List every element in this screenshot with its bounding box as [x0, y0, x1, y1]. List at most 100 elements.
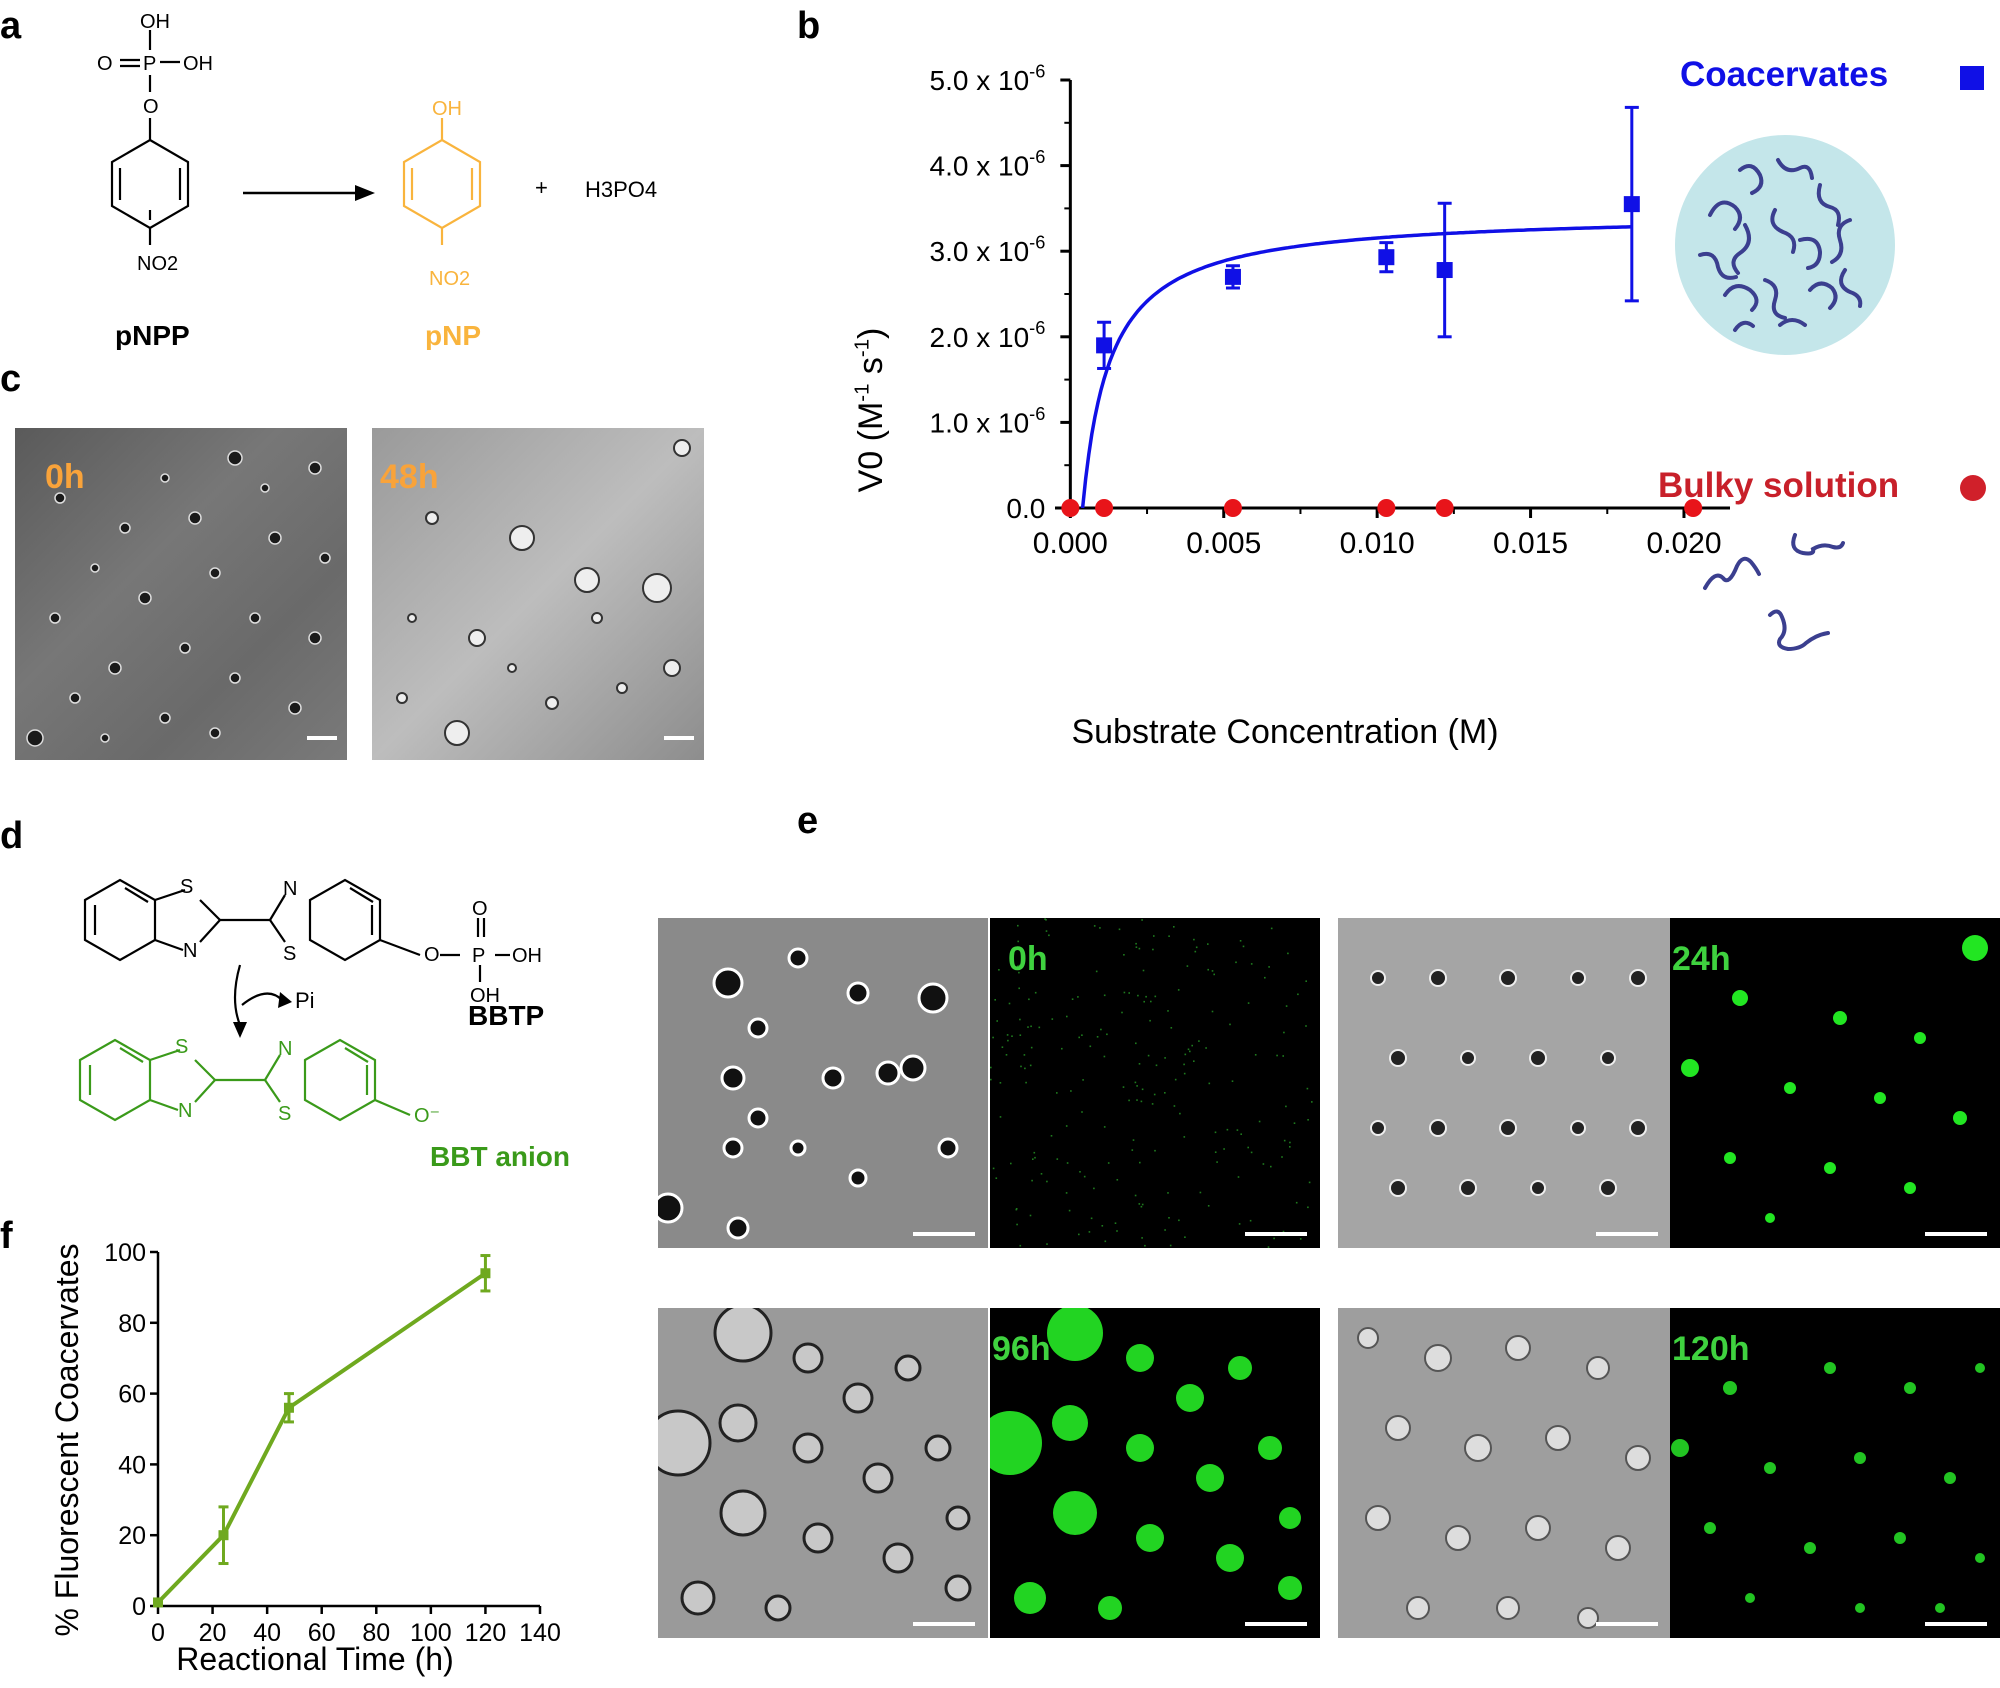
panel-e-fluorescence-24h: 24h: [1670, 918, 2000, 1248]
scale-bar: [307, 736, 337, 740]
x-tick-label: 40: [253, 1619, 281, 1647]
fluorescence-noise: [990, 918, 1313, 1248]
scale-bar: [664, 736, 694, 740]
pnpp-oh-top: OH: [140, 11, 170, 33]
e-time-label-24h: 24h: [1672, 940, 1731, 978]
panel-label-c: c: [0, 358, 22, 400]
panel-f-line-chart: 0 20 40 60 80 100 120 140 0 20 40 60 80 100 Reactiona…: [49, 1239, 560, 1677]
pi-label: Pi: [295, 988, 315, 1013]
scale-bar: [913, 1622, 975, 1626]
svg-text:OH: OH: [512, 945, 542, 967]
plus-sign: +: [535, 175, 548, 200]
chart-b-xlabel: Substrate Concentration (M): [1071, 713, 1498, 751]
x-tick-label: 100: [410, 1619, 452, 1647]
data-point: [480, 1268, 491, 1279]
fit-curve: [1080, 225, 1632, 509]
bulky-point: [1684, 499, 1703, 517]
bulky-point: [1095, 499, 1114, 517]
scale-bar: [1245, 1232, 1307, 1236]
y-tick-label: 80: [118, 1310, 146, 1338]
e-time-label-0h: 0h: [1008, 940, 1048, 978]
coacervate-point: [1378, 249, 1395, 266]
panel-a-reaction-scheme: OH O P OH O NO2 pNPP OH NO2 pNP + H3PO4: [97, 11, 657, 350]
svg-text:S: S: [283, 943, 296, 965]
svg-text:O⁻: O⁻: [414, 1105, 440, 1127]
series-line: [156, 1271, 487, 1604]
legend-bulky: Bulky solution: [1658, 466, 1899, 506]
panel-e-brightfield-96h: [658, 1308, 988, 1638]
x-tick-label: 60: [308, 1619, 336, 1647]
svg-text:S: S: [278, 1103, 291, 1125]
y-tick-label: 60: [118, 1381, 146, 1409]
chart-b-fit-curve: [1080, 225, 1632, 509]
x-tick-label: 0.020: [1646, 527, 1721, 560]
y-tick-label: 20: [118, 1522, 146, 1550]
legend-coacervates-label: Coacervates: [1680, 55, 1889, 94]
scale-bar: [1925, 1622, 1987, 1626]
svg-text:O: O: [472, 898, 488, 920]
bbtp-label: BBTP: [468, 1000, 544, 1031]
svg-text:N: N: [178, 1100, 192, 1122]
legend-coacervates-square-icon: [1960, 66, 1984, 90]
svg-text:S: S: [175, 1036, 188, 1058]
y-tick-label: 4.0 x 10-6: [930, 147, 1046, 182]
chart-f-ylabel: % Fluorescent Coacervates: [49, 1243, 85, 1636]
pnp-structure: [402, 118, 482, 245]
pnp-no2: NO2: [429, 268, 470, 290]
bulky-point: [1377, 499, 1396, 517]
x-tick-label: 0.000: [1033, 527, 1108, 560]
scale-bar: [913, 1232, 975, 1236]
scale-bar: [1596, 1622, 1658, 1626]
pnpp-oh-right: OH: [183, 53, 213, 75]
coacervate-point: [1623, 196, 1640, 213]
x-tick-label: 80: [362, 1619, 390, 1647]
x-tick-label: 120: [465, 1619, 507, 1647]
y-tick-label: 2.0 x 10-6: [930, 318, 1046, 353]
panel-e-fluorescence-0h: 0h: [990, 918, 1320, 1248]
coacervate-point: [1224, 268, 1241, 285]
svg-text:OH: OH: [470, 985, 500, 1007]
c-time-label-48h: 48h: [380, 458, 439, 496]
svg-text:P: P: [472, 945, 485, 967]
chart-f-axes: 0 20 40 60 80 100 120 140 0 20 40 60 80 100: [104, 1239, 560, 1647]
x-tick-label: 0.015: [1493, 527, 1568, 560]
coacervate-schematic-icon: [1675, 135, 1895, 355]
bulky-point: [1435, 499, 1454, 517]
c-time-label-0h: 0h: [45, 458, 85, 496]
coacervate-point: [1096, 337, 1113, 354]
svg-text:N: N: [278, 1038, 292, 1060]
x-tick-label: 140: [519, 1619, 560, 1647]
panel-e-brightfield-120h: [1338, 1308, 1670, 1638]
bbtp-structure: [83, 878, 510, 982]
panel-label-e: e: [797, 800, 819, 842]
bulky-point: [1061, 499, 1080, 517]
x-tick-label: 0: [151, 1619, 165, 1647]
chart-b-axes: 0.000 0.005 0.010 0.015 0.020 0.0 1.0 x 10-6 2.…: [930, 61, 1730, 560]
panel-e-fluorescence-120h: 120h: [1670, 1308, 2000, 1638]
panel-label-f: f: [0, 1215, 13, 1257]
droplets-c48: [396, 439, 691, 746]
bbt-anion-label: BBT anion: [430, 1141, 570, 1172]
panel-e-brightfield-0h: [658, 918, 988, 1248]
x-tick-label: 20: [199, 1619, 227, 1647]
data-point: [153, 1597, 163, 1608]
pnpp-o-ester: O: [143, 96, 159, 118]
coacervate-point: [1436, 262, 1453, 279]
pnp-label: pNP: [425, 320, 481, 350]
panel-label-a: a: [0, 5, 22, 47]
x-tick-label: 0.005: [1186, 527, 1261, 560]
legend-bulky-label: Bulky solution: [1658, 466, 1900, 505]
droplets-c0: [26, 450, 331, 747]
panel-label-b: b: [797, 5, 821, 47]
scale-bar: [1925, 1232, 1987, 1236]
pnpp-label: pNPP: [115, 320, 190, 350]
y-tick-label: 40: [118, 1451, 146, 1479]
y-tick-label: 100: [104, 1239, 146, 1267]
chart-b-points: [1061, 105, 1703, 517]
panel-d-reaction-scheme: S N N S O P O OH OH BBTP Pi S N N S O⁻: [78, 876, 570, 1172]
scale-bar: [1596, 1232, 1658, 1236]
y-tick-label: 0.0: [1006, 493, 1045, 524]
chart-f-series: [153, 1254, 491, 1608]
panel-e-brightfield-24h: [1338, 918, 1670, 1248]
x-tick-label: 0.010: [1340, 527, 1415, 560]
